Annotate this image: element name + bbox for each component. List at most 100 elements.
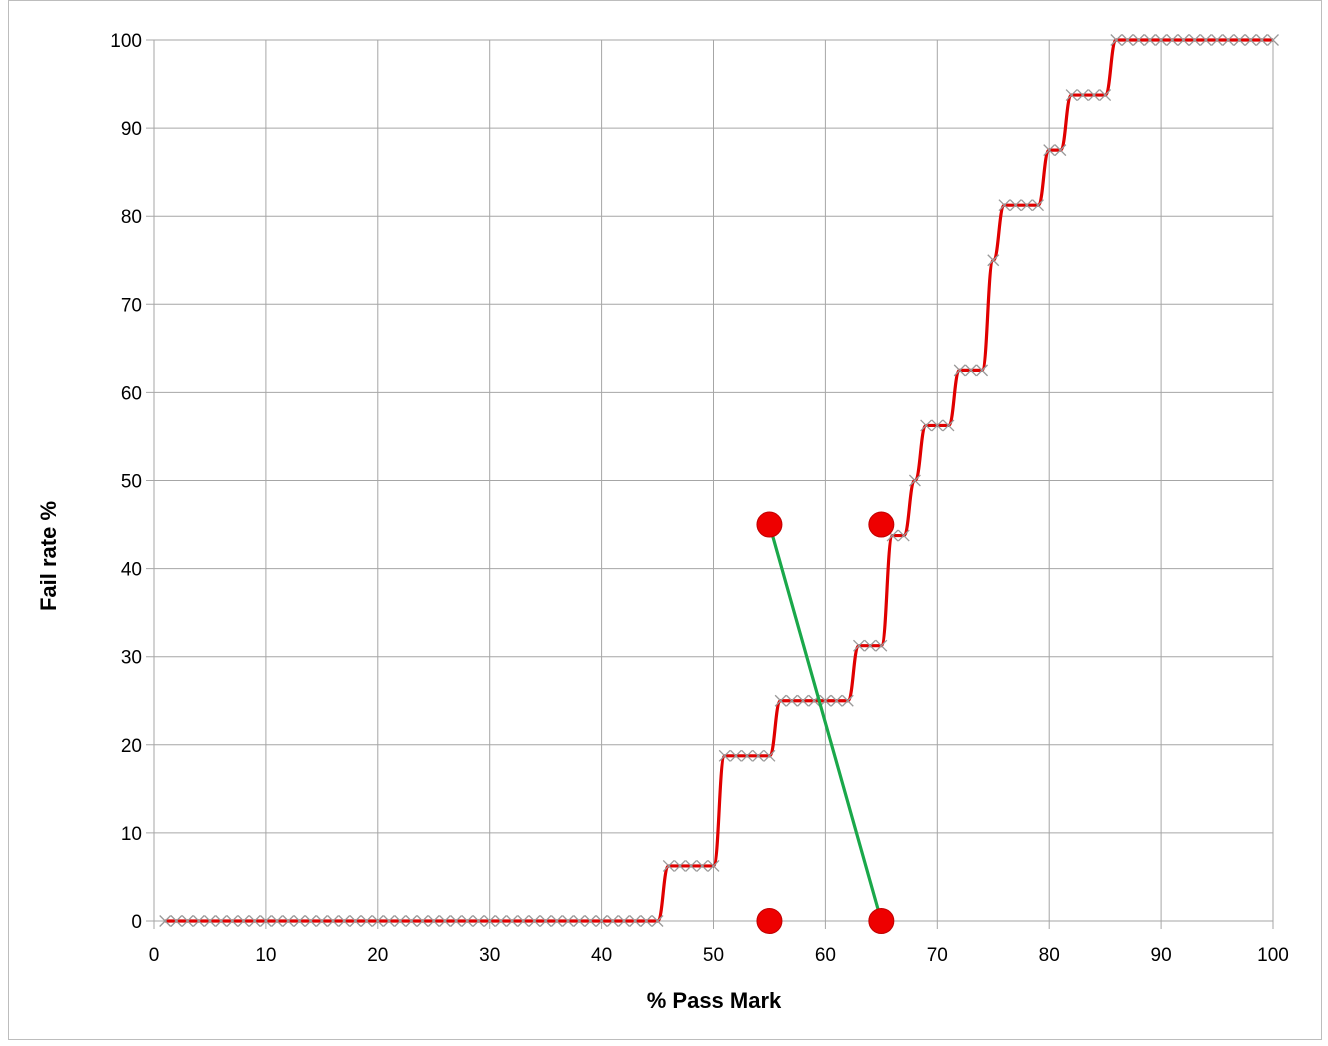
x-marker <box>976 364 989 377</box>
x-marker <box>1177 34 1190 46</box>
x-marker <box>1222 34 1235 46</box>
x-marker <box>1199 34 1212 46</box>
x-marker-stroke <box>539 915 552 927</box>
x-marker <box>785 694 798 707</box>
x-marker-stroke <box>1065 89 1078 102</box>
x-marker <box>248 915 261 927</box>
x-marker-stroke <box>606 915 619 927</box>
x-marker-stroke <box>271 915 284 927</box>
x-marker <box>1188 34 1201 46</box>
x-marker-stroke <box>1255 34 1268 46</box>
x-marker-stroke <box>953 364 966 377</box>
x-marker-stroke <box>304 915 317 927</box>
x-marker-stroke <box>1020 199 1033 212</box>
red-dots <box>756 511 895 934</box>
x-marker <box>1166 34 1179 46</box>
x-marker <box>427 915 440 927</box>
x-marker-stroke <box>1267 34 1279 46</box>
x-marker <box>618 915 630 927</box>
y-tick-label: 10 <box>121 824 142 845</box>
x-marker-stroke <box>1110 34 1123 46</box>
x-marker <box>450 915 463 927</box>
y-tick-label: 30 <box>121 648 142 669</box>
x-marker-stroke <box>1166 34 1179 46</box>
red-dot <box>756 511 783 538</box>
y-tick-label: 20 <box>121 736 142 757</box>
x-tick-label: 20 <box>367 945 388 966</box>
x-marker <box>438 915 451 927</box>
x-marker <box>931 419 944 432</box>
x-marker-stroke <box>1211 34 1224 46</box>
x-marker-stroke <box>1032 199 1044 212</box>
x-marker <box>304 915 317 927</box>
x-marker <box>416 915 429 927</box>
x-marker <box>181 915 194 927</box>
x-tick-label: 30 <box>479 945 500 966</box>
x-markers <box>159 34 1279 927</box>
x-marker <box>1244 34 1257 46</box>
x-marker-stroke <box>517 915 530 927</box>
connector-line <box>767 524 883 922</box>
x-marker <box>483 915 496 927</box>
x-marker <box>159 915 172 927</box>
x-marker-stroke <box>237 915 250 927</box>
x-marker-stroke <box>875 639 888 652</box>
x-marker-stroke <box>450 915 463 927</box>
y-tick-label: 60 <box>121 383 142 404</box>
x-marker-stroke <box>640 915 653 927</box>
x-marker-stroke <box>1177 34 1190 46</box>
x-marker <box>953 364 966 377</box>
x-marker <box>259 915 272 927</box>
x-marker <box>662 859 675 872</box>
x-marker <box>282 915 295 927</box>
x-marker-stroke <box>685 859 698 872</box>
red-dot <box>756 908 783 934</box>
x-marker-stroke <box>203 915 216 927</box>
x-marker-stroke <box>170 915 183 927</box>
x-marker-stroke <box>1043 144 1056 157</box>
x-marker-stroke <box>1188 34 1201 46</box>
x-marker <box>349 915 362 927</box>
x-marker-stroke <box>673 859 686 872</box>
x-marker <box>472 915 485 927</box>
x-marker <box>1121 34 1134 46</box>
x-marker-stroke <box>416 915 429 927</box>
x-marker-stroke <box>494 915 507 927</box>
x-marker <box>942 419 955 432</box>
x-marker <box>651 915 664 927</box>
y-tick-label: 0 <box>131 912 142 933</box>
x-marker-stroke <box>942 419 955 432</box>
x-marker <box>875 639 888 652</box>
x-marker-stroke <box>908 474 921 487</box>
x-marker-stroke <box>472 915 485 927</box>
x-marker <box>752 749 765 762</box>
x-marker-stroke <box>920 419 933 432</box>
x-marker-stroke <box>696 859 709 872</box>
x-marker-stroke <box>707 859 720 872</box>
x-marker-stroke <box>394 915 407 927</box>
x-tick-label: 100 <box>1257 945 1289 966</box>
x-marker-stroke <box>550 915 563 927</box>
x-marker <box>170 915 183 927</box>
x-tick-label: 10 <box>255 945 276 966</box>
y-tick-label: 100 <box>110 31 142 52</box>
x-marker-stroke <box>718 749 731 762</box>
x-tick-label: 0 <box>149 945 160 966</box>
x-marker-stroke <box>562 915 574 927</box>
x-marker <box>550 915 563 927</box>
x-marker-stroke <box>282 915 295 927</box>
x-marker <box>383 915 395 927</box>
x-marker-stroke <box>864 639 877 652</box>
x-marker-stroke <box>1121 34 1134 46</box>
x-marker-stroke <box>785 694 798 707</box>
x-marker <box>841 694 854 707</box>
x-marker-stroke <box>427 915 440 927</box>
x-marker <box>606 915 619 927</box>
x-marker <box>293 915 306 927</box>
x-marker-stroke <box>741 749 754 762</box>
x-marker-stroke <box>752 749 765 762</box>
x-marker <box>1076 89 1089 102</box>
x-marker <box>629 915 642 927</box>
x-marker-stroke <box>1143 34 1156 46</box>
